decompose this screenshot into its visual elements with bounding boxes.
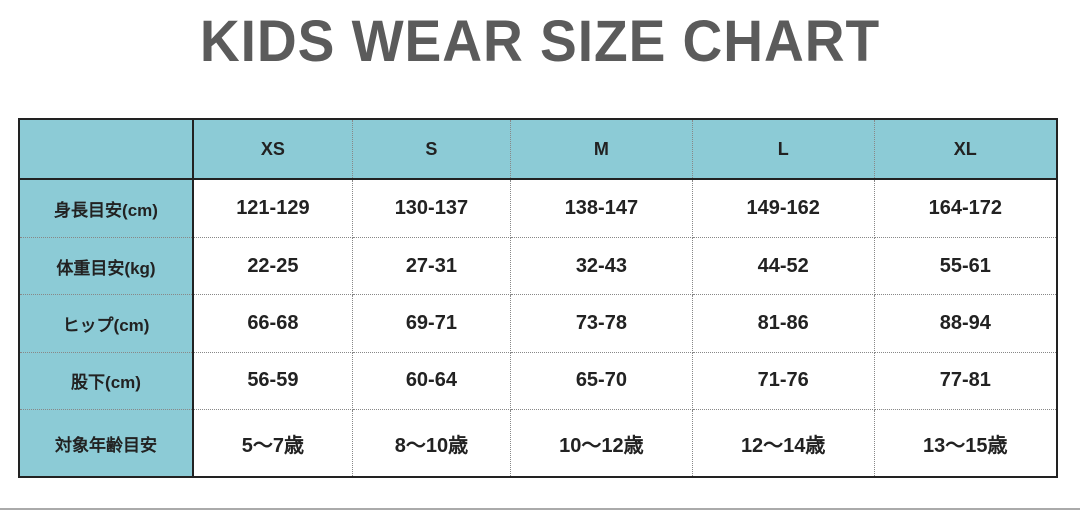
row-label: 対象年齢目安 — [19, 409, 194, 478]
table-cell: 12〜14歳 — [692, 409, 875, 478]
table-cell: 13〜15歳 — [874, 409, 1058, 478]
table-row: 体重目安(kg) 22-25 27-31 32-43 44-52 55-61 — [19, 237, 1058, 296]
table-cell: 138-147 — [510, 179, 693, 238]
divider — [0, 508, 1080, 510]
size-header: L — [692, 119, 875, 180]
table-cell: 32-43 — [510, 237, 693, 296]
size-header: M — [510, 119, 693, 180]
table-cell: 69-71 — [352, 294, 512, 353]
table-cell: 73-78 — [510, 294, 693, 353]
table-cell: 22-25 — [193, 237, 353, 296]
table-cell: 5〜7歳 — [193, 409, 353, 478]
table-row: 対象年齢目安 5〜7歳 8〜10歳 10〜12歳 12〜14歳 13〜15歳 — [19, 409, 1058, 478]
table-cell: 56-59 — [193, 352, 353, 411]
page-title: KIDS WEAR SIZE CHART — [199, 9, 881, 74]
size-header: XL — [874, 119, 1058, 180]
table-cell: 130-137 — [352, 179, 512, 238]
row-label: 体重目安(kg) — [19, 237, 194, 296]
table-row: ヒップ(cm) 66-68 69-71 73-78 81-86 88-94 — [19, 294, 1058, 353]
table-cell: 44-52 — [692, 237, 875, 296]
row-label: 身長目安(cm) — [19, 179, 194, 238]
table-cell: 81-86 — [692, 294, 875, 353]
size-header: XS — [193, 119, 353, 180]
size-chart-table: XS S M L XL 身長目安(cm) 121-129 130-137 138-14… — [18, 118, 1058, 478]
table-cell: 65-70 — [510, 352, 693, 411]
size-header: S — [352, 119, 512, 180]
table-cell: 10〜12歳 — [510, 409, 693, 478]
table-cell: 88-94 — [874, 294, 1058, 353]
table-cell: 77-81 — [874, 352, 1058, 411]
table-cell: 149-162 — [692, 179, 875, 238]
table-cell: 164-172 — [874, 179, 1058, 238]
corner-cell — [19, 119, 194, 180]
table-row: 股下(cm) 56-59 60-64 65-70 71-76 77-81 — [19, 352, 1058, 411]
header-row: XS S M L XL — [19, 119, 1058, 180]
table-row: 身長目安(cm) 121-129 130-137 138-147 149-162 164-… — [19, 179, 1058, 238]
table-cell: 27-31 — [352, 237, 512, 296]
table-cell: 55-61 — [874, 237, 1058, 296]
row-label: 股下(cm) — [19, 352, 194, 411]
table-cell: 71-76 — [692, 352, 875, 411]
row-label: ヒップ(cm) — [19, 294, 194, 353]
table-cell: 60-64 — [352, 352, 512, 411]
table-cell: 121-129 — [193, 179, 353, 238]
table-cell: 8〜10歳 — [352, 409, 512, 478]
table-cell: 66-68 — [193, 294, 353, 353]
